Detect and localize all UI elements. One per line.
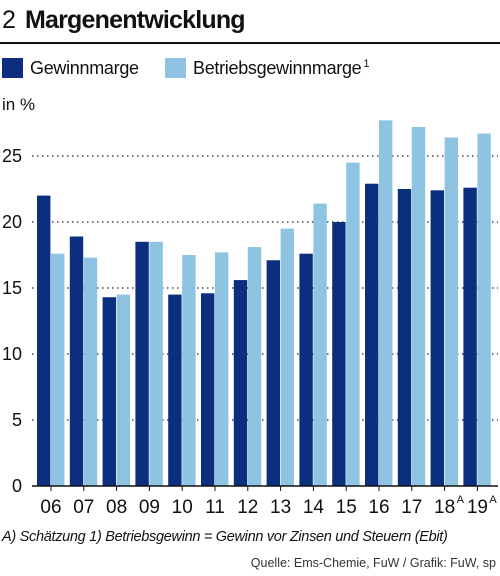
legend-label-gewinnmarge: Gewinnmarge: [30, 57, 139, 78]
y-tick-label: 25: [2, 146, 22, 166]
bar-betriebsgewinnmarge: [280, 228, 294, 486]
figure-header: 2 Margenentwicklung: [0, 0, 500, 44]
x-tick-label: 06: [40, 497, 61, 518]
bar-gewinnmarge: [168, 294, 182, 486]
bar-betriebsgewinnmarge: [247, 247, 262, 486]
x-tick-label: 07: [73, 497, 94, 518]
x-tick-label: 15: [336, 497, 357, 518]
y-tick-label: 15: [2, 278, 22, 298]
y-tick-label: 5: [12, 410, 22, 430]
bar-betriebsgewinnmarge: [215, 252, 229, 486]
bar-betriebsgewinnmarge: [444, 137, 458, 486]
legend-swatch-betriebsgewinnmarge: [165, 58, 186, 78]
x-tick-superscript: A: [489, 494, 497, 506]
bar-gewinnmarge: [233, 280, 248, 486]
bar-betriebsgewinnmarge: [346, 162, 360, 486]
x-tick-superscript: A: [457, 494, 465, 506]
y-tick-label: 0: [12, 476, 22, 496]
y-axis-unit-label: in %: [2, 95, 36, 114]
bar-gewinnmarge: [102, 297, 116, 486]
bar-gewinnmarge: [430, 190, 444, 486]
x-tick-label: 13: [270, 497, 291, 518]
bar-gewinnmarge: [201, 293, 215, 486]
footnote-text: A) Schätzung 1) Betriebsgewinn = Gewinn …: [2, 529, 448, 545]
bar-betriebsgewinnmarge: [313, 203, 327, 486]
bar-gewinnmarge: [37, 195, 51, 486]
legend-item-betriebsgewinnmarge: Betriebsgewinnmarge 1: [165, 56, 370, 80]
y-tick-label: 10: [2, 344, 22, 364]
bar-gewinnmarge: [463, 187, 477, 486]
legend-item-gewinnmarge: Gewinnmarge: [2, 56, 139, 80]
y-tick-label: 20: [2, 212, 22, 232]
chart-legend: Gewinnmarge Betriebsgewinnmarge 1: [0, 56, 500, 80]
bar-betriebsgewinnmarge: [83, 257, 98, 486]
x-tick-label: 10: [172, 497, 193, 518]
source-credit: Quelle: Ems-Chemie, FuW / Grafik: FuW, s…: [250, 556, 496, 570]
chart-title: Margenentwicklung: [25, 6, 246, 34]
bar-betriebsgewinnmarge: [477, 133, 491, 486]
bar-betriebsgewinnmarge: [116, 294, 130, 486]
figure-number: 2: [2, 6, 16, 34]
bar-betriebsgewinnmarge: [149, 241, 163, 486]
bar-gewinnmarge: [135, 241, 149, 486]
x-tick-label: 08: [106, 497, 127, 518]
x-tick-label: 19: [467, 497, 488, 518]
bar-betriebsgewinnmarge: [182, 255, 196, 486]
x-tick-label: 12: [237, 497, 258, 518]
legend-footnote-marker: 1: [363, 57, 370, 70]
bar-gewinnmarge: [332, 222, 346, 486]
x-tick-label: 17: [401, 497, 422, 518]
x-tick-label: 16: [368, 497, 389, 518]
bar-gewinnmarge: [365, 183, 379, 486]
title-rule: [0, 42, 500, 44]
legend-label-betriebsgewinnmarge: Betriebsgewinnmarge 1: [193, 57, 370, 78]
x-tick-label: 09: [139, 497, 160, 518]
x-tick-label: 11: [205, 497, 225, 518]
legend-swatch-gewinnmarge: [2, 58, 23, 78]
bar-gewinnmarge: [69, 236, 84, 486]
bar-gewinnmarge: [266, 260, 280, 486]
x-tick-label: 18: [434, 497, 455, 518]
bar-gewinnmarge: [299, 253, 313, 486]
bar-betriebsgewinnmarge: [51, 253, 65, 486]
bar-betriebsgewinnmarge: [379, 120, 393, 487]
bar-betriebsgewinnmarge: [411, 126, 426, 487]
bar-gewinnmarge: [397, 189, 412, 486]
x-tick-label: 14: [303, 497, 325, 518]
